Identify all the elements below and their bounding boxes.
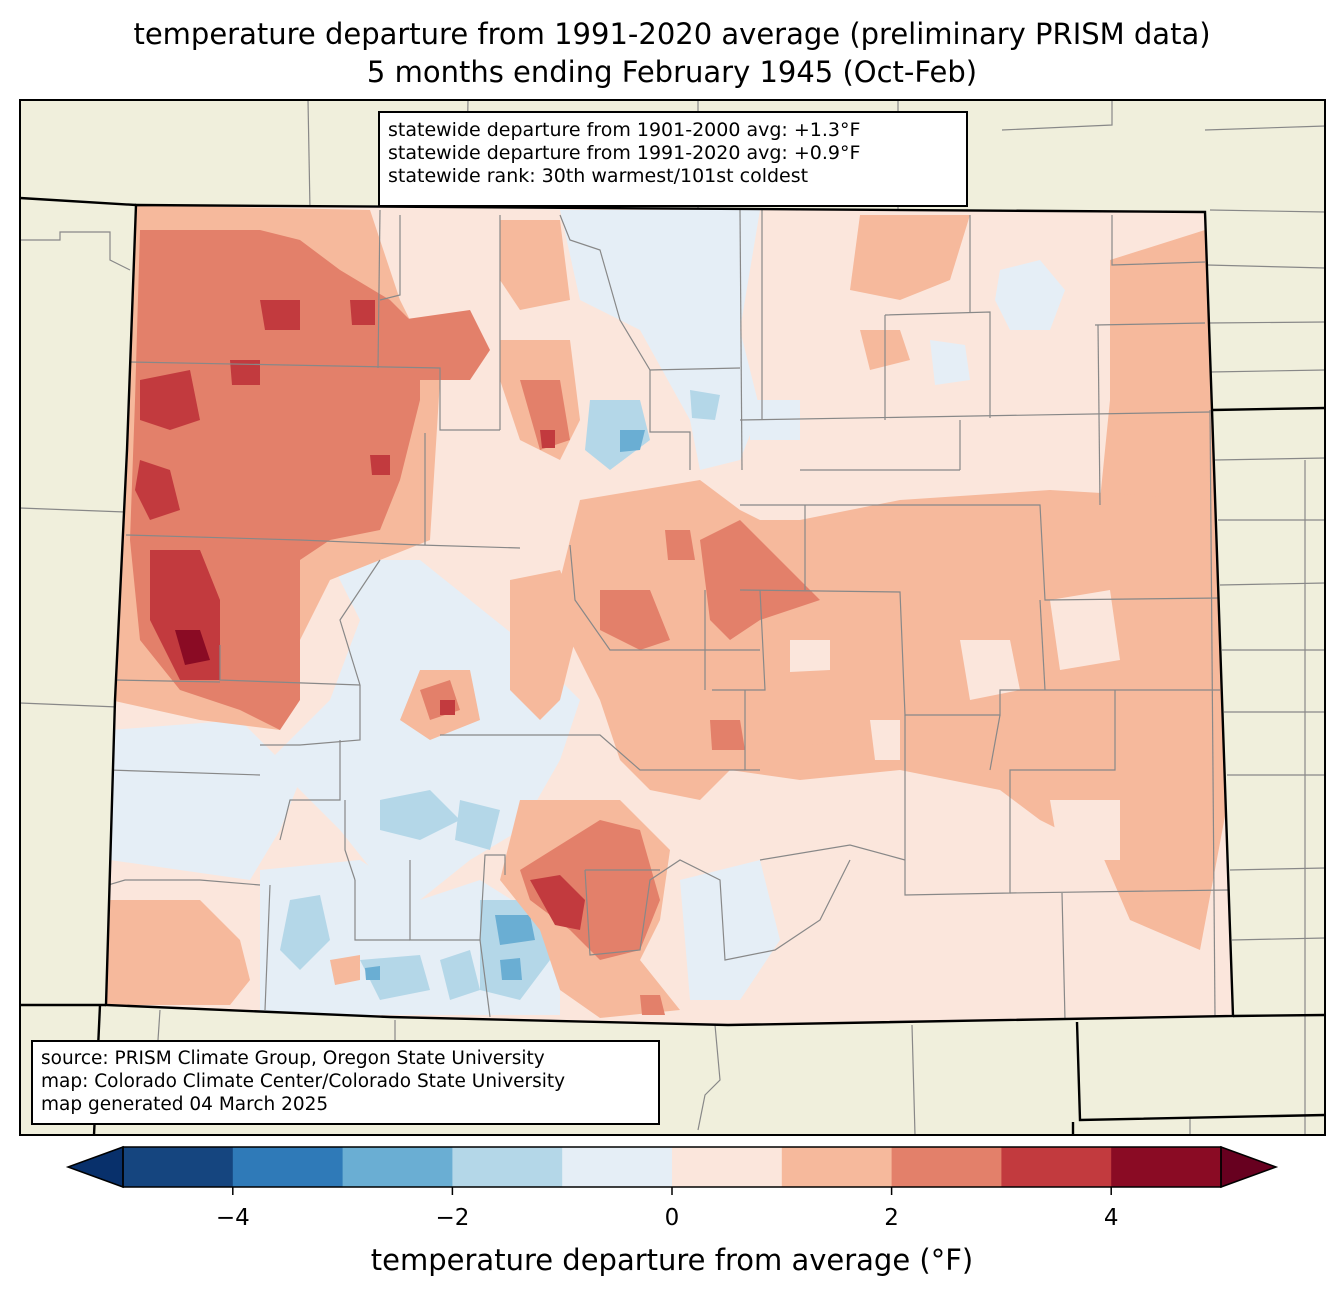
- colorbar-under-arrow: [65, 1145, 124, 1189]
- map-frame: [19, 99, 1326, 1136]
- colorbar-label: temperature departure from average (°F): [370, 1243, 974, 1277]
- colorbar-bin-6: [781, 1147, 893, 1187]
- temperature-departure-contours: [106, 205, 1228, 1018]
- colorbar-over-arrow: [1220, 1145, 1279, 1189]
- colorbar-bin-2: [342, 1147, 453, 1187]
- colorbar-bin-0: [123, 1147, 234, 1187]
- colorbar-bin-3: [452, 1147, 563, 1187]
- colorbar: [65, 1145, 1279, 1195]
- map-title-line-2: 5 months ending February 1945 (Oct-Feb): [366, 55, 978, 89]
- county-boundaries: [107, 209, 1229, 1021]
- stats-departure-1991-2020: statewide departure from 1991-2020 avg: …: [388, 142, 861, 164]
- stats-departure-1901-2000: statewide departure from 1901-2000 avg: …: [388, 119, 861, 141]
- colorbar-bin-1: [232, 1147, 344, 1187]
- neighbor-county-lines: [19, 99, 1326, 1136]
- colorbar-tick-label: 0: [664, 1205, 680, 1231]
- colorbar-tick-label: −4: [215, 1205, 250, 1231]
- stats-rank: statewide rank: 30th warmest/101st colde…: [388, 165, 809, 187]
- colorbar-bin-4: [562, 1147, 673, 1187]
- credits-generated-date: map generated 04 March 2025: [41, 1094, 329, 1115]
- credits-source: source: PRISM Climate Group, Oregon Stat…: [41, 1048, 545, 1069]
- colorbar-bin-5: [672, 1147, 783, 1187]
- colorbar-tick-label: 4: [1103, 1205, 1119, 1231]
- map-title-line-1: temperature departure from 1991-2020 ave…: [133, 17, 1211, 51]
- colorbar-bin-7: [891, 1147, 1002, 1187]
- colorbar-tick-label: 2: [884, 1205, 899, 1231]
- credits-box: source: PRISM Climate Group, Oregon Stat…: [31, 1040, 660, 1125]
- colorbar-bin-8: [1001, 1147, 1112, 1187]
- colorbar-tick-label: −2: [435, 1205, 470, 1231]
- statewide-stats-box: statewide departure from 1901-2000 avg: …: [378, 111, 968, 207]
- credits-map: map: Colorado Climate Center/Colorado St…: [41, 1071, 566, 1092]
- colorbar-bin-9: [1111, 1147, 1222, 1187]
